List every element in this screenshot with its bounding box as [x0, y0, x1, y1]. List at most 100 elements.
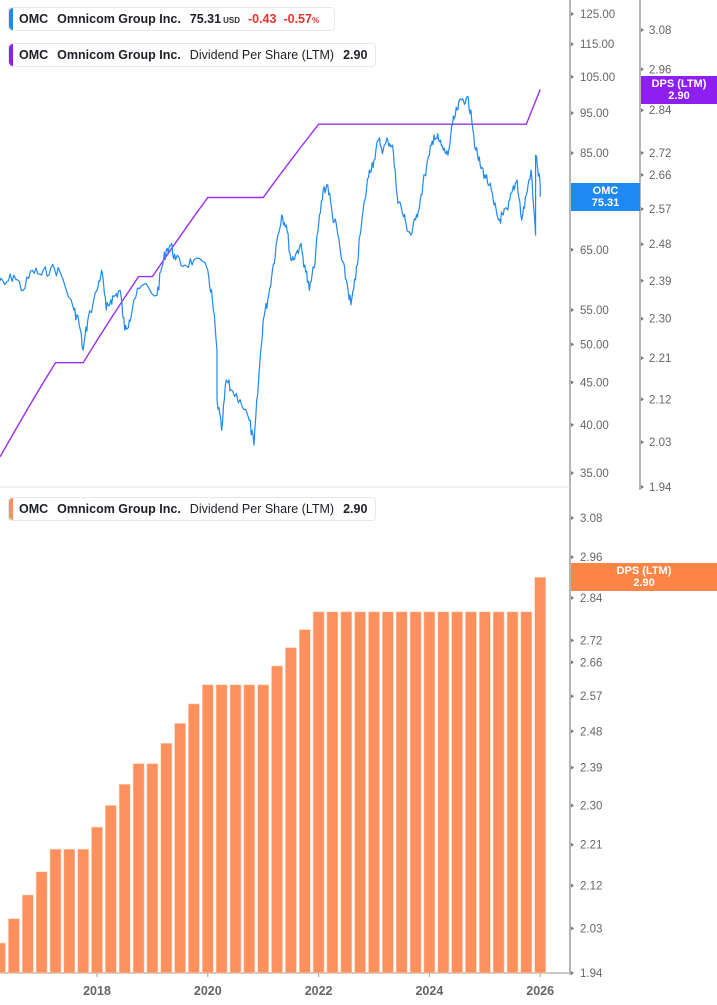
- dps-bar: [492, 611, 505, 974]
- dps-badge-value: 2.90: [668, 90, 690, 102]
- bar-axis-tick-label: 2.48: [580, 726, 602, 738]
- dps-tick-label: 2.39: [649, 276, 671, 288]
- dps-tick-mark: [641, 316, 644, 321]
- dps-tick-label: 3.08: [649, 25, 671, 37]
- dps-bar: [465, 611, 477, 974]
- bar-axis-tick-label: 2.30: [580, 800, 602, 812]
- bar-axis-tick-mark: [571, 803, 574, 808]
- bar-axis-tick-mark: [571, 971, 574, 975]
- legend-dps-bottom[interactable]: OMC Omnicom Group Inc. Dividend Per Shar…: [8, 497, 377, 521]
- dps-badge-value: 2.90: [633, 577, 655, 589]
- legend-company: Omnicom Group Inc.: [57, 12, 181, 26]
- dps-badge-label: DPS (LTM): [651, 78, 707, 90]
- price-tick-mark: [571, 308, 574, 313]
- dps-tick-mark: [641, 397, 644, 402]
- dps-bar: [160, 742, 173, 974]
- bar-axis-tick-label: 2.66: [580, 657, 602, 669]
- dps-bar: [298, 629, 311, 974]
- dps-bar: [229, 684, 242, 974]
- dps-bar: [520, 611, 533, 974]
- price-tick-label: 40.00: [580, 420, 609, 432]
- dps-bar: [174, 723, 186, 974]
- price-tick-label: 95.00: [580, 108, 609, 120]
- dps-bar: [451, 611, 463, 974]
- bar-axis-tick-label: 3.08: [580, 513, 602, 525]
- dps-bar: [312, 611, 325, 974]
- dps-bar: [105, 805, 117, 974]
- legend-change-pct: -0.57: [283, 12, 312, 26]
- dps-badge-top: DPS (LTM) 2.90: [641, 76, 717, 104]
- bar-axis-tick-mark: [571, 555, 574, 560]
- bar-axis-tick-mark: [571, 729, 574, 734]
- bar-axis-tick-label: 1.94: [580, 968, 603, 980]
- price-tick-mark: [571, 471, 574, 475]
- bar-axis-tick-label: 2.72: [580, 635, 602, 647]
- dps-bar: [354, 611, 366, 974]
- legend-price-value: 75.31: [189, 12, 222, 26]
- bar-axis-tick-label: 2.12: [580, 881, 602, 893]
- bar-axis-tick-label: 2.84: [580, 593, 603, 605]
- dps-bar: [118, 783, 131, 974]
- dps-tick-label: 1.94: [649, 482, 672, 494]
- legend-metric: Dividend Per Share (LTM): [189, 48, 335, 62]
- dps-tick-mark: [641, 440, 644, 445]
- x-tick-label: 2018: [83, 984, 111, 998]
- dps-tick-label: 2.12: [649, 394, 671, 406]
- dps-bar: [35, 871, 48, 974]
- price-tick-mark: [571, 422, 574, 427]
- legend-change-pct-group: -0.57%: [283, 12, 319, 26]
- dps-tick-label: 2.96: [649, 64, 671, 76]
- bar-axis-tick-mark: [571, 638, 574, 643]
- dps-bar: [188, 703, 200, 974]
- dps-bar: [478, 611, 491, 974]
- price-tick-label: 125.00: [580, 9, 615, 21]
- legend-price[interactable]: OMC Omnicom Group Inc. 75.31 USD -0.43 -…: [8, 7, 336, 31]
- price-tick-label: 50.00: [580, 339, 609, 351]
- series-color-swatch: [9, 8, 13, 30]
- price-tick-label: 85.00: [580, 148, 609, 160]
- x-tick-label: 2024: [415, 984, 443, 998]
- dps-tick-label: 2.21: [649, 353, 671, 365]
- dps-bar: [21, 894, 34, 974]
- legend-metric: Dividend Per Share (LTM): [189, 502, 335, 516]
- dps-tick-label: 2.48: [649, 239, 671, 251]
- dps-tick-mark: [641, 28, 644, 32]
- dps-tick-mark: [641, 278, 644, 283]
- dps-bar: [257, 684, 270, 974]
- bar-axis-tick-mark: [571, 926, 574, 931]
- dps-bar: [271, 665, 283, 974]
- bar-axis-tick-mark: [571, 595, 574, 600]
- dps-tick-label: 2.84: [649, 105, 672, 117]
- dps-bar: [506, 611, 519, 974]
- price-tick-mark: [571, 110, 574, 115]
- dps-bar: [77, 848, 89, 974]
- dps-tick-mark: [641, 67, 644, 72]
- dps-bar: [409, 611, 422, 974]
- legend-change: -0.43: [247, 12, 277, 26]
- dps-tick-mark: [641, 172, 644, 177]
- bar-axis-tick-mark: [571, 660, 574, 665]
- dps-bar: [132, 763, 145, 974]
- price-tick-label: 45.00: [580, 377, 609, 389]
- price-tick-mark: [571, 42, 574, 47]
- dps-bar: [437, 611, 450, 974]
- price-tick-label: 35.00: [580, 468, 609, 480]
- bar-axis-tick-mark: [571, 694, 574, 699]
- dps-bar: [215, 684, 228, 974]
- dps-bar: [243, 684, 256, 974]
- legend-dps-top[interactable]: OMC Omnicom Group Inc. Dividend Per Shar…: [8, 43, 377, 67]
- bar-axis-tick-label: 2.39: [580, 763, 602, 775]
- dps-bar: [146, 763, 159, 974]
- dps-bar: [8, 918, 20, 974]
- price-tick-mark: [571, 151, 574, 156]
- dps-bar: [49, 848, 62, 974]
- legend-company: Omnicom Group Inc.: [57, 48, 181, 62]
- dps-tick-mark: [641, 485, 644, 489]
- dps-bar: [381, 611, 394, 974]
- bar-axis-tick-label: 2.21: [580, 840, 602, 852]
- dps-tick-label: 2.66: [649, 170, 671, 182]
- dps-tick-mark: [641, 206, 644, 211]
- price-tick-mark: [571, 342, 574, 347]
- price-tick-mark: [571, 74, 574, 79]
